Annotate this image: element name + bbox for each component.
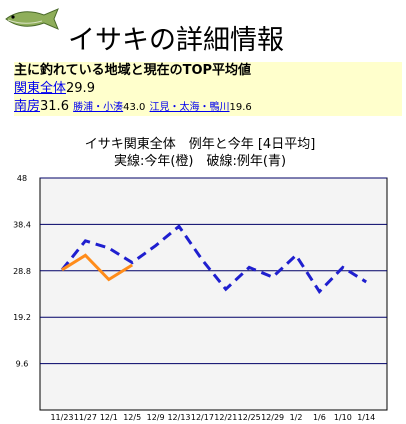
area-value: 29.9 (66, 81, 95, 96)
page-title: イサキの詳細情報 (68, 25, 284, 56)
x-tick-label: 12/13 (167, 413, 190, 422)
x-tick-label: 12/17 (191, 413, 214, 422)
summary-heading: 主に釣れている地域と現在のTOP平均値 (14, 63, 252, 78)
x-tick-label: 1/10 (334, 413, 352, 422)
y-tick-label: 38.4 (13, 220, 31, 229)
y-tick-label: 48 (17, 174, 27, 183)
x-tick-label: 12/1 (100, 413, 118, 422)
x-tick-label: 12/9 (147, 413, 165, 422)
chart: イサキ関東全体 例年と今年 [4日平均] 実線:今年(橙) 破線:例年(青) 9… (13, 136, 388, 422)
area-link[interactable]: 南房 (14, 99, 41, 114)
y-tick-label: 28.8 (13, 267, 31, 276)
area-link[interactable]: 江見・太海・鴨川 (149, 102, 230, 113)
series-line (61, 253, 133, 282)
x-tick-label: 1/6 (313, 413, 326, 422)
x-tick-label: 11/27 (74, 413, 97, 422)
x-tick-label: 12/21 (214, 413, 237, 422)
x-tick-label: 11/23 (50, 413, 73, 422)
plot-area (39, 177, 388, 411)
summary-box: 主に釣れている地域と現在のTOP平均値 関東全体29.9 南房31.6 勝浦・小… (14, 62, 402, 116)
x-tick-label: 12/5 (123, 413, 141, 422)
x-tick-label: 12/25 (238, 413, 261, 422)
y-tick-label: 9.6 (16, 360, 29, 369)
chart-subtitle: 実線:今年(橙) 破線:例年(青) (114, 153, 286, 169)
x-tick-label: 1/14 (357, 413, 375, 422)
area-value: 31.6 (40, 99, 69, 114)
fish-icon (5, 8, 59, 30)
y-tick-label: 19.2 (13, 313, 31, 322)
series-line (60, 224, 367, 294)
area-link[interactable]: 関東全体 (14, 81, 67, 96)
x-tick-label: 12/29 (261, 413, 284, 422)
area-link[interactable]: 勝浦・小湊 (73, 102, 124, 113)
area-value: 43.0 (123, 102, 146, 113)
area-value: 19.6 (229, 102, 252, 113)
chart-title: イサキ関東全体 例年と今年 [4日平均] (85, 136, 316, 152)
x-tick-label: 1/2 (290, 413, 303, 422)
